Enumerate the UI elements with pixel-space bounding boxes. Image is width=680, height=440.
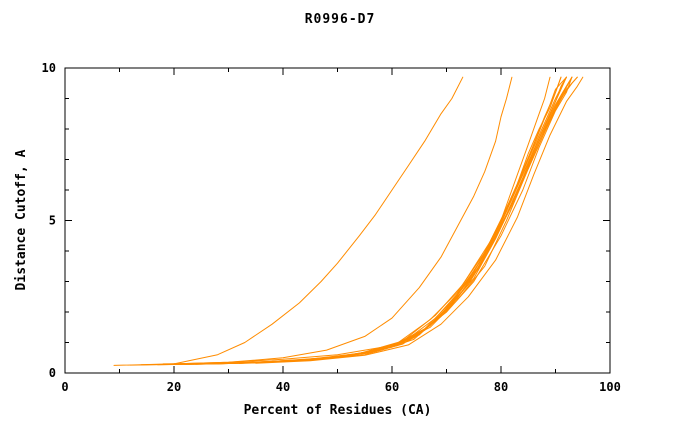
x-tick-label: 60 — [385, 380, 399, 394]
series-line — [228, 76, 578, 364]
chart-title: R0996-D7 — [304, 12, 376, 27]
series-line — [195, 76, 567, 365]
series-line — [162, 76, 567, 365]
y-tick-label: 10 — [42, 61, 56, 75]
x-tick-label: 0 — [61, 380, 68, 394]
series-line — [173, 76, 464, 365]
series-line — [157, 76, 573, 366]
y-tick-label: 5 — [49, 214, 56, 228]
x-tick-label: 100 — [599, 380, 621, 394]
plot-border — [64, 67, 611, 374]
series-line — [184, 76, 567, 365]
series-line — [173, 76, 513, 365]
series-line — [238, 76, 578, 364]
series-line — [217, 76, 573, 365]
series-line — [113, 76, 551, 366]
series-line — [200, 76, 573, 365]
x-tick-label: 40 — [276, 380, 290, 394]
series-line — [255, 76, 584, 364]
x-tick-label: 80 — [494, 380, 508, 394]
y-tick-label: 0 — [49, 366, 56, 380]
x-axis-label: Percent of Residues (CA) — [243, 403, 432, 418]
series-line — [173, 76, 573, 365]
x-tick-label: 20 — [167, 380, 181, 394]
series-line — [140, 76, 562, 366]
series-line — [146, 76, 562, 365]
